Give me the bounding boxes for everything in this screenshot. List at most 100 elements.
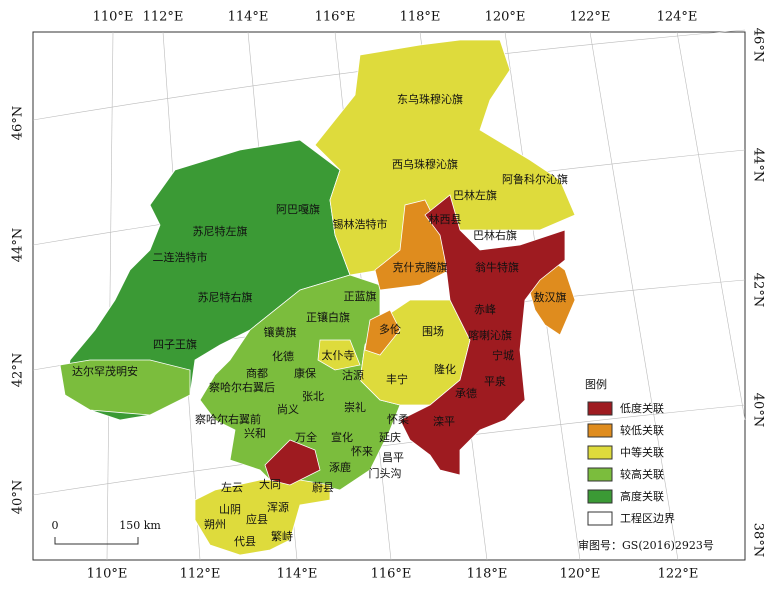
region-area [64, 139, 351, 421]
region-label: 巴林右旗 [473, 228, 517, 242]
longitude-label: 118°E [467, 567, 508, 582]
region-label: 朔州 [204, 518, 226, 531]
region-label: 商都 [246, 366, 268, 380]
region-label: 太仆寺 [322, 349, 355, 362]
region-label: 镶黄旗 [264, 325, 297, 339]
region-label: 代县 [234, 535, 256, 548]
region-label: 涿鹿 [329, 460, 351, 474]
longitude-label: 110°E [87, 567, 128, 582]
region-label: 巴林左旗 [453, 188, 497, 202]
region-label: 蔚县 [312, 481, 334, 494]
region-label: 左云 [221, 481, 243, 494]
approval-number: 审图号：GS(2016)2923号 [578, 538, 714, 552]
longitude-label: 122°E [658, 567, 699, 582]
regions [59, 39, 576, 556]
scale-line [54, 537, 139, 545]
region-label: 张北 [302, 390, 324, 403]
region-label: 平泉 [484, 374, 506, 388]
region-label: 化德 [272, 349, 294, 363]
longitude-label: 112°E [180, 567, 221, 582]
longitude-label: 110°E [93, 10, 134, 25]
legend-label: 中等关联 [620, 445, 664, 459]
region-label: 西乌珠穆沁旗 [392, 157, 458, 171]
longitude-label: 116°E [315, 10, 356, 25]
region-label: 敖汉旗 [534, 290, 567, 304]
region-area [317, 339, 361, 371]
region-label: 克什克腾旗 [393, 260, 448, 274]
region-area [264, 439, 321, 486]
longitude-label: 116°E [371, 567, 412, 582]
region-label: 承德 [455, 386, 477, 400]
region-label: 赤峰 [474, 303, 496, 316]
region-area [364, 309, 401, 356]
region-label: 达尔罕茂明安 [72, 364, 138, 378]
region-label: 门头沟 [369, 466, 402, 480]
legend-label: 低度关联 [620, 401, 664, 415]
region-label: 喀喇沁旗 [468, 328, 512, 342]
region-area [399, 194, 566, 476]
region-label: 围场 [422, 324, 444, 338]
region-area [314, 39, 576, 276]
longitude-label: 112°E [143, 10, 184, 25]
region-label: 苏尼特右旗 [198, 290, 253, 304]
region-label: 东乌珠穆沁旗 [397, 92, 463, 106]
legend-label: 较高关联 [620, 467, 664, 481]
region-label: 尚义 [277, 402, 299, 416]
region-label: 延庆 [379, 430, 401, 444]
region-label: 沽源 [342, 368, 364, 382]
region-label: 林西县 [429, 212, 462, 226]
latitude-label: 44°N [751, 148, 766, 182]
scale-start: 0 [52, 519, 59, 532]
legend-title: 图例 [585, 377, 607, 391]
legend-label: 较低关联 [620, 423, 664, 437]
region-label: 苏尼特左旗 [193, 224, 248, 238]
region-label: 万全 [295, 430, 317, 444]
region-label: 察哈尔右翼前 [195, 412, 261, 426]
legend-swatch [587, 401, 613, 416]
latitude-label: 44°N [11, 228, 26, 262]
scale-end: 150 km [119, 519, 161, 532]
graticule-labels: 110°E 112°E 114°E 116°E 118°E 120°E 122°E 124°E… [11, 10, 766, 582]
legend-swatch [587, 511, 613, 526]
region-label: 阿巴嘎旗 [276, 202, 320, 216]
longitude-label: 118°E [400, 10, 441, 25]
legend-swatch [587, 423, 613, 438]
region-label: 察哈尔右翼后 [209, 380, 275, 394]
region-label: 大同 [259, 477, 281, 491]
region-label: 山阴 [219, 503, 241, 516]
latitude-label: 46°N [751, 28, 766, 62]
longitude-label: 120°E [485, 10, 526, 25]
longitude-label: 120°E [560, 567, 601, 582]
region-label: 丰宁 [386, 372, 408, 386]
latitude-label: 42°N [11, 353, 26, 387]
region-area [199, 274, 401, 491]
longitude-label: 122°E [570, 10, 611, 25]
latitude-label: 46°N [11, 106, 26, 140]
region-label: 四子王旗 [153, 337, 197, 351]
latitude-label: 40°N [751, 393, 766, 427]
region-label: 浑源 [267, 500, 289, 514]
region-label: 繁峙 [271, 529, 293, 543]
region-area [59, 359, 191, 416]
region-label: 隆化 [434, 362, 456, 376]
longitude-label: 114°E [228, 10, 269, 25]
latitude-label: 40°N [11, 480, 26, 514]
region-label: 昌平 [382, 451, 404, 464]
region-label: 二连浩特市 [153, 250, 208, 264]
region-label: 康保 [294, 366, 316, 380]
legend-swatch [587, 467, 613, 482]
legend-label: 工程区边界 [620, 512, 675, 525]
region-label: 怀来 [351, 445, 373, 458]
latitude-label: 38°N [751, 523, 766, 557]
scale-bar: 0 150 km [52, 519, 161, 545]
region-label: 宁城 [492, 348, 514, 362]
legend-swatch [587, 489, 613, 504]
longitude-label: 114°E [277, 567, 318, 582]
region-label: 正镶白旗 [306, 310, 350, 324]
region-label: 怀柔 [387, 413, 409, 426]
latitude-label: 42°N [751, 273, 766, 307]
region-label: 正蓝旗 [344, 289, 377, 303]
